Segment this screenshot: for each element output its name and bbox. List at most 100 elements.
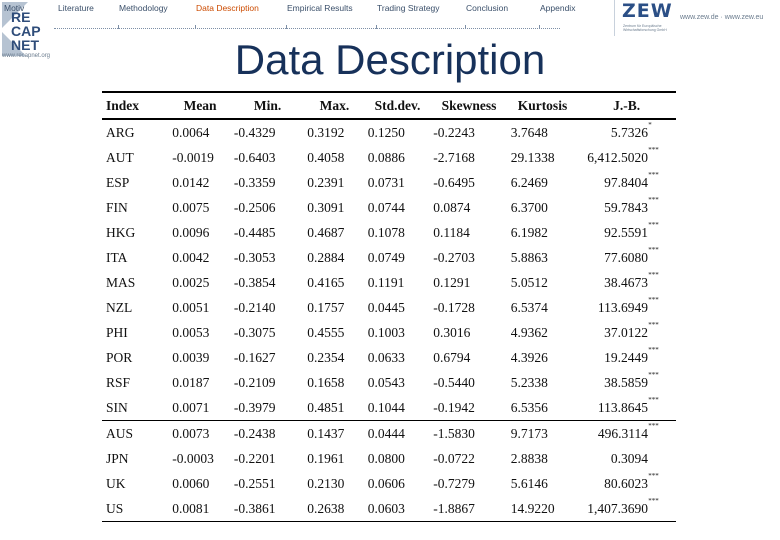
index-cell: HKG bbox=[106, 224, 136, 240]
value-cell: -0.2201 bbox=[233, 450, 276, 466]
value-cell: 0.0075 bbox=[172, 199, 210, 215]
value-cell: 0.2354 bbox=[307, 349, 345, 365]
value-cell: 0.0606 bbox=[367, 475, 405, 491]
value-cell: -1.8867 bbox=[430, 496, 508, 522]
table-row: ARG 0.0064 -0.4329 0.3192 0.1250 -0.2243 3.764… bbox=[102, 119, 676, 145]
nav-item-data-description[interactable]: Data Description bbox=[196, 3, 259, 13]
column-header: J.-B. bbox=[577, 91, 676, 120]
significance-stars: *** bbox=[648, 246, 659, 254]
index-cell: JPN bbox=[106, 450, 129, 466]
value-cell: 1,407.3690 *** bbox=[577, 496, 676, 522]
nav-item-appendix[interactable]: Appendix bbox=[540, 3, 576, 13]
jb-value: 113.8645 bbox=[597, 399, 648, 415]
value-cell: 0.0051 bbox=[172, 299, 210, 315]
value-cell: 0.3094 bbox=[577, 446, 676, 471]
value-cell: -0.0003 bbox=[172, 450, 214, 466]
value-cell: -0.3979 bbox=[233, 399, 276, 415]
value-cell: 0.1658 bbox=[307, 374, 345, 390]
table-row: ESP 0.0142 -0.3359 0.2391 0.0731 -0.6495 6.246… bbox=[102, 170, 676, 195]
nav-item-motiv[interactable]: Motiv bbox=[4, 3, 25, 13]
value-cell: 0.0053 bbox=[172, 324, 210, 340]
value-cell: 5.6146 bbox=[510, 475, 548, 491]
table-row: JPN -0.0003 -0.2201 0.1961 0.0800 -0.0722 2.88… bbox=[102, 446, 676, 471]
value-cell: 0.0064 bbox=[172, 124, 210, 140]
index-cell: AUT bbox=[106, 149, 134, 165]
value-cell: 19.2449 *** bbox=[577, 345, 676, 370]
header-strip: RE CAP NET www.recapnet.org Motiv Litera… bbox=[0, 0, 780, 59]
value-cell: -0.2438 bbox=[230, 420, 305, 446]
nav-divider bbox=[54, 28, 560, 29]
value-cell: 6.1982 bbox=[510, 224, 548, 240]
significance-stars: *** bbox=[648, 271, 659, 279]
nav-item-trading-strategy[interactable]: Trading Strategy bbox=[377, 3, 440, 13]
value-cell: -0.1627 bbox=[233, 349, 276, 365]
index-cell: MAS bbox=[106, 274, 136, 290]
zew-logo: ZEW Zentrum für Europäische Wirtschaftsf… bbox=[614, 0, 675, 36]
nav-item-conclusion[interactable]: Conclusion bbox=[466, 3, 509, 13]
value-cell: -0.3075 bbox=[233, 324, 276, 340]
table-row: MAS 0.0025 -0.3854 0.4165 0.1191 0.1291 5.0512… bbox=[102, 270, 676, 295]
value-cell: -0.3359 bbox=[233, 174, 276, 190]
value-cell: 0.0444 bbox=[364, 420, 431, 446]
value-cell: 6.2469 bbox=[510, 174, 548, 190]
value-cell: 0.0081 bbox=[169, 496, 231, 522]
significance-stars: *** bbox=[648, 146, 659, 154]
jb-value: 1,407.3690 bbox=[587, 500, 648, 516]
value-cell: 0.1184 bbox=[433, 224, 470, 240]
value-cell: 0.2130 bbox=[307, 475, 345, 491]
significance-stars: *** bbox=[648, 196, 659, 204]
table-row: POR 0.0039 -0.1627 0.2354 0.0633 0.6794 4.3926… bbox=[102, 345, 676, 370]
jb-value: 80.6023 bbox=[604, 475, 648, 491]
value-cell: 0.0060 bbox=[172, 475, 210, 491]
jb-value: 38.4673 bbox=[604, 274, 648, 290]
value-cell: 0.1757 bbox=[307, 299, 345, 315]
table-row: AUT -0.0019 -0.6403 0.4058 0.0886 -2.7168 29.1… bbox=[102, 145, 676, 170]
table-row: RSF 0.0187 -0.2109 0.1658 0.0543 -0.5440 5.233… bbox=[102, 370, 676, 395]
column-header: Mean bbox=[169, 91, 231, 120]
value-cell: 6,412.5020 *** bbox=[577, 145, 676, 170]
nav-item-methodology[interactable]: Methodology bbox=[119, 3, 168, 13]
column-header: Skewness bbox=[430, 91, 508, 120]
index-cell: SIN bbox=[106, 399, 128, 415]
svg-text:CAP: CAP bbox=[11, 23, 41, 39]
value-cell: 6.3700 bbox=[510, 199, 548, 215]
significance-stars: *** bbox=[648, 171, 659, 179]
value-cell: -0.6495 bbox=[433, 174, 475, 190]
value-cell: 0.0800 bbox=[367, 450, 405, 466]
slide-title: Data Description bbox=[234, 36, 546, 83]
nav-tick bbox=[286, 25, 287, 29]
value-cell: 5.8863 bbox=[510, 249, 548, 265]
value-cell: 2.8838 bbox=[510, 450, 548, 466]
value-cell: -0.1728 bbox=[433, 299, 475, 315]
significance-stars: *** bbox=[648, 221, 659, 229]
value-cell: 0.0073 bbox=[169, 420, 231, 446]
jb-value: 59.7843 bbox=[604, 199, 648, 215]
jb-value: 97.8404 bbox=[604, 174, 648, 190]
value-cell: 0.0744 bbox=[367, 199, 405, 215]
jb-value: 496.3114 bbox=[597, 425, 648, 441]
value-cell: 0.0543 bbox=[367, 374, 405, 390]
index-cell: AUS bbox=[102, 420, 170, 446]
value-cell: 0.3091 bbox=[307, 199, 345, 215]
value-cell: 0.1044 bbox=[367, 399, 405, 415]
value-cell: 59.7843 *** bbox=[577, 195, 676, 220]
value-cell: 4.3926 bbox=[510, 349, 548, 365]
value-cell: 0.1291 bbox=[433, 274, 471, 290]
value-cell: 0.0633 bbox=[367, 349, 405, 365]
value-cell: -1.5830 bbox=[430, 420, 508, 446]
nav-item-empirical-results[interactable]: Empirical Results bbox=[287, 3, 353, 13]
significance-stars: *** bbox=[648, 497, 659, 505]
table-header-row: Index Mean Min. Max. Std.dev. Skewness K… bbox=[102, 91, 676, 120]
value-cell: 0.2391 bbox=[307, 174, 345, 190]
value-cell: 0.3016 bbox=[433, 324, 471, 340]
top-navigation: Motiv Literature Methodology Data Descri… bbox=[0, 0, 600, 30]
value-cell: -0.0019 bbox=[172, 149, 214, 165]
value-cell: -0.3053 bbox=[233, 249, 276, 265]
value-cell: 0.0071 bbox=[172, 399, 210, 415]
recapnet-logo: RE CAP NET bbox=[2, 2, 41, 56]
value-cell: -0.2140 bbox=[233, 299, 276, 315]
significance-stars: *** bbox=[648, 472, 659, 480]
nav-item-literature[interactable]: Literature bbox=[58, 3, 94, 13]
column-header: Index bbox=[102, 91, 170, 120]
value-cell: 0.0025 bbox=[172, 274, 210, 290]
